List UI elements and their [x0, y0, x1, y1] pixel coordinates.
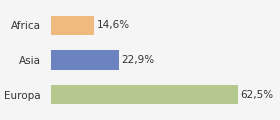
Bar	[50, 15, 94, 35]
Text: 14,6%: 14,6%	[97, 20, 130, 30]
Text: 22,9%: 22,9%	[122, 55, 155, 65]
Bar	[50, 85, 238, 105]
Bar	[50, 50, 119, 70]
Text: 62,5%: 62,5%	[241, 90, 274, 100]
